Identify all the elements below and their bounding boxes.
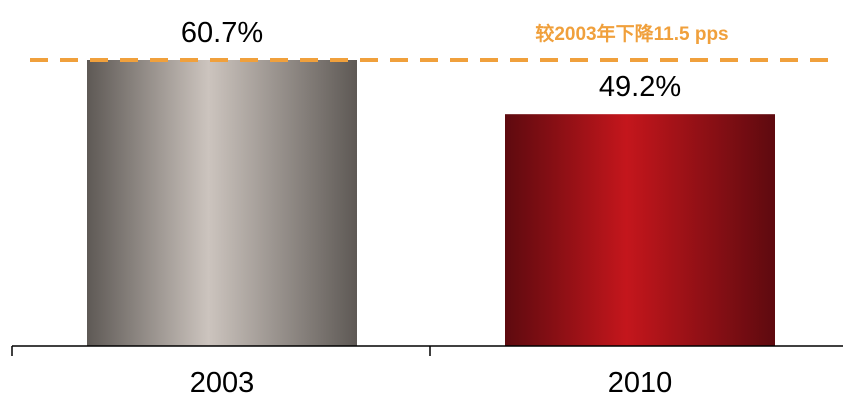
x-tick-label-2003: 2003 <box>190 367 255 398</box>
value-label-2003: 60.7% <box>181 17 263 49</box>
value-label-2010: 49.2% <box>599 71 681 103</box>
bar-2003 <box>87 60 357 346</box>
plot-area: 60.7% 49.2% 较2003年下降11.5 pps <box>30 17 830 347</box>
x-tick-label-2010: 2010 <box>608 367 673 398</box>
bar-2010 <box>505 114 775 347</box>
annotation-label: 较2003年下降11.5 pps <box>535 22 728 45</box>
x-axis: 2003 2010 <box>11 345 843 398</box>
